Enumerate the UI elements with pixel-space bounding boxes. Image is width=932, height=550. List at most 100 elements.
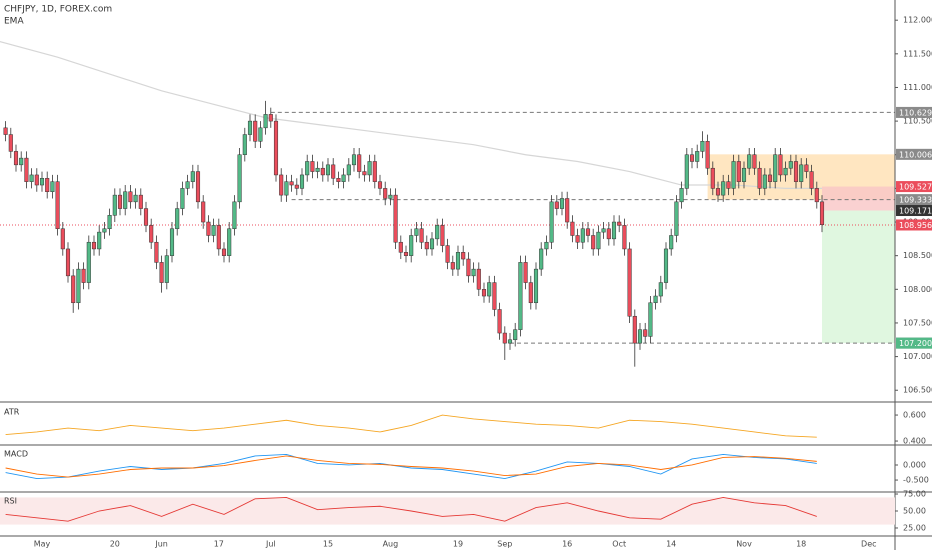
candle-body [674,201,679,236]
zone [822,186,895,211]
candle-body [180,188,185,209]
candle-body [185,181,190,189]
candle-body [159,262,164,283]
candle-body [741,167,747,182]
y-tick-label: 111.000 [903,83,932,92]
x-tick-label: Oct [612,540,626,549]
candle-body [242,134,247,155]
candle-body [164,255,169,283]
candle-body [471,268,476,277]
candle-body [39,178,45,186]
candle-body [86,241,91,283]
candle-body [580,228,585,243]
candle-body [435,225,440,240]
candle-body [663,248,669,283]
price-badge [896,148,932,160]
panel-title: ATR [4,408,20,417]
candle-body [154,241,159,263]
candle-body [814,188,819,203]
candle-body [169,228,175,256]
candle-body [762,174,767,189]
candle-body [788,161,793,169]
candle-body [13,151,19,166]
candle-body [221,248,227,256]
candle-body [778,154,783,176]
candle-body [689,154,695,162]
candle-body [429,238,435,250]
candle-body [362,171,367,176]
candle-body [195,171,201,203]
x-tick-label: 14 [666,540,676,549]
zone [822,210,895,344]
candle-body [19,157,24,166]
x-tick-label: Dec [861,540,876,549]
candle-body [414,228,419,236]
candle-body [601,228,606,233]
candle-body [684,154,689,189]
y-tick-label: 111.500 [903,49,932,58]
candle-body [570,221,575,236]
candle-body [128,191,133,203]
candle-body [258,127,263,142]
candle-body [502,332,507,344]
candle-body [793,161,799,182]
candle-body [507,339,513,344]
candle-body [294,184,299,189]
candle-body [133,194,138,203]
candle-body [284,181,289,196]
candle-body [227,228,232,256]
ema-line [0,41,822,189]
y-tick-label: 0.600 [903,411,926,420]
candle-body [455,252,461,270]
candle-body [757,167,762,189]
candle-body [102,228,107,233]
candle-body [773,154,778,182]
candle-body [648,302,653,337]
candle-body [107,215,112,230]
candle-body [487,282,492,297]
candle-body [539,248,544,270]
candle-body [819,201,825,225]
candle-body [544,241,549,250]
y-tick-label: 107.000 [903,352,932,361]
candle-body [409,235,414,256]
candle-body [585,228,591,236]
candle-body [341,174,346,182]
candle-body [591,235,596,250]
indicator-line [5,455,817,478]
indicator-label: EMA [4,17,24,27]
candle-body [65,248,71,277]
candle-body [523,262,528,283]
candle-body [653,295,658,304]
panel-title: RSI [4,497,17,506]
price-badge-label: 109.171 [899,207,932,216]
candle-body [117,194,123,209]
candle-body [97,231,102,250]
y-tick-label: 50.00 [903,507,926,516]
chart-title: CHFJPY, 1D, FOREX.com [4,5,112,15]
candle-body [565,198,570,223]
x-tick-label: Jul [265,540,276,549]
candle-body [799,164,804,182]
x-tick-label: Aug [383,540,399,549]
price-badge-label: 110.629 [899,108,932,117]
candle-body [721,181,726,196]
x-tick-label: Sep [497,540,512,549]
candle-body [237,154,242,203]
candle-body [513,329,518,341]
candle-body [398,241,403,253]
candle-body [419,228,424,243]
candle-body [45,178,50,193]
y-tick-label: -0.500 [903,476,929,485]
candle-body [518,262,523,330]
candle-body [528,282,533,304]
candle-body [279,174,284,196]
candle-body [367,161,372,176]
indicator-line [5,496,817,522]
candle-body [60,228,65,250]
candle-body [643,329,648,337]
y-tick-label: 112.000 [903,16,932,25]
candle-body [289,181,294,186]
candle-body [50,181,55,193]
